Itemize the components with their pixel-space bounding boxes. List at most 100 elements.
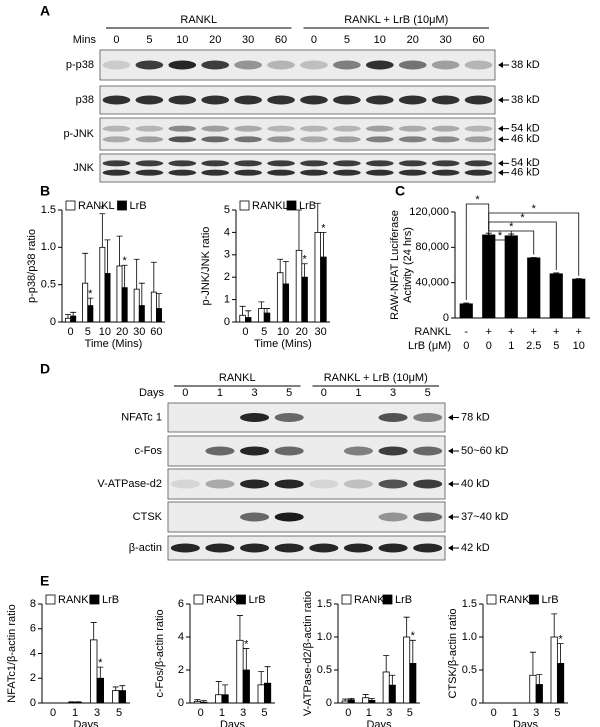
- blot-strip: [99, 49, 496, 81]
- band: [365, 95, 394, 105]
- x-tick-label: 3: [94, 707, 100, 719]
- band: [205, 446, 235, 456]
- bar: [459, 303, 473, 319]
- band: [333, 136, 361, 143]
- x-tick-label: 5: [261, 326, 267, 338]
- band: [398, 169, 427, 176]
- bar: [99, 246, 106, 323]
- x-row-value: +: [508, 326, 514, 338]
- band: [102, 125, 131, 132]
- band: [464, 136, 493, 143]
- x-tick-label: 0: [198, 707, 204, 719]
- error-bar: [314, 202, 321, 233]
- bar: [529, 674, 537, 704]
- y-tick-label: 0: [443, 312, 449, 324]
- legend-label: RANKL: [206, 594, 243, 606]
- bar: [156, 308, 162, 323]
- x-tick-label: 3: [533, 707, 539, 719]
- error-bar: [99, 213, 106, 248]
- band: [343, 446, 373, 456]
- legend-label: LrB: [395, 594, 412, 606]
- band: [333, 60, 361, 70]
- error-bar: [243, 648, 250, 670]
- blot-strip: [167, 501, 446, 533]
- annotation: *: [558, 634, 563, 646]
- error-bar: [150, 261, 157, 293]
- x-axis-label: Time (Mins): [85, 338, 143, 350]
- band: [135, 95, 164, 105]
- band: [333, 169, 361, 176]
- lane-label: 30: [242, 34, 254, 46]
- marker-arrowhead: [498, 62, 503, 68]
- band: [267, 125, 295, 132]
- band: [398, 125, 427, 132]
- band: [201, 125, 230, 132]
- lane-label: 30: [440, 34, 452, 46]
- bar: [527, 257, 541, 319]
- legend-swatch: [117, 200, 127, 211]
- x-row-value: +: [531, 326, 537, 338]
- lane-label: 1: [355, 387, 361, 399]
- error-bar: [557, 643, 564, 664]
- x-tick-label: 5: [407, 707, 413, 719]
- group-header: RANKL: [180, 14, 217, 26]
- y-tick-label: 4: [224, 226, 230, 238]
- x-axis-label: Time (Mins): [254, 338, 312, 350]
- band: [413, 413, 443, 422]
- band: [398, 136, 427, 143]
- band: [240, 446, 270, 456]
- marker-arrowhead: [448, 414, 453, 421]
- marker-arrowhead: [448, 448, 453, 454]
- bar: [347, 699, 355, 704]
- bar: [388, 684, 396, 704]
- error-bar: [70, 311, 77, 317]
- band: [398, 95, 427, 105]
- band: [135, 125, 164, 132]
- legend-swatch: [486, 594, 497, 605]
- lane-label: 20: [209, 34, 221, 46]
- panel-label: C: [395, 183, 405, 199]
- blot-strip: [99, 117, 496, 151]
- error-bar: [264, 666, 271, 684]
- x-tick-label: 20: [116, 326, 128, 338]
- marker-arrowhead: [498, 136, 503, 143]
- marker-arrowhead: [498, 160, 503, 167]
- error-bar: [389, 674, 396, 686]
- band: [234, 125, 262, 132]
- legend-swatch: [239, 200, 250, 211]
- y-axis-label: p-JNK/JNK ratio: [200, 227, 212, 306]
- band: [300, 95, 328, 105]
- legend-swatch: [529, 594, 539, 605]
- bar: [215, 694, 223, 704]
- bar: [150, 291, 157, 323]
- blot-row-label: β-actin: [129, 542, 162, 554]
- lane-label: 1: [217, 387, 223, 399]
- bar: [550, 636, 558, 704]
- x-tick-label: 1: [72, 707, 78, 719]
- panel-label: B: [40, 183, 50, 199]
- lane-label: 60: [472, 34, 484, 46]
- lane-header: Days: [139, 387, 165, 399]
- band: [168, 95, 197, 105]
- x-row-value: +: [486, 326, 492, 338]
- band: [102, 136, 131, 143]
- x-axis-label: Days: [73, 719, 99, 727]
- band: [413, 446, 443, 456]
- blot-row-label: c-Fos: [135, 445, 163, 457]
- band: [343, 479, 373, 489]
- bar: [112, 690, 120, 704]
- blot-row-label: NFATc 1: [121, 411, 162, 423]
- comparison-bracket: [488, 221, 557, 270]
- band: [431, 169, 460, 176]
- error-bar: [362, 694, 369, 698]
- band: [431, 60, 460, 70]
- band: [102, 169, 131, 176]
- blot-row-label: p-p38: [66, 59, 94, 71]
- x-row-value: 0: [463, 340, 469, 352]
- lane-label: 5: [146, 34, 152, 46]
- y-axis-label: CTSK/β-actin ratio: [447, 608, 459, 698]
- error-bar: [282, 261, 289, 284]
- error-bar: [194, 699, 201, 702]
- bar: [116, 265, 123, 323]
- y-tick-label: 0.5: [317, 664, 332, 676]
